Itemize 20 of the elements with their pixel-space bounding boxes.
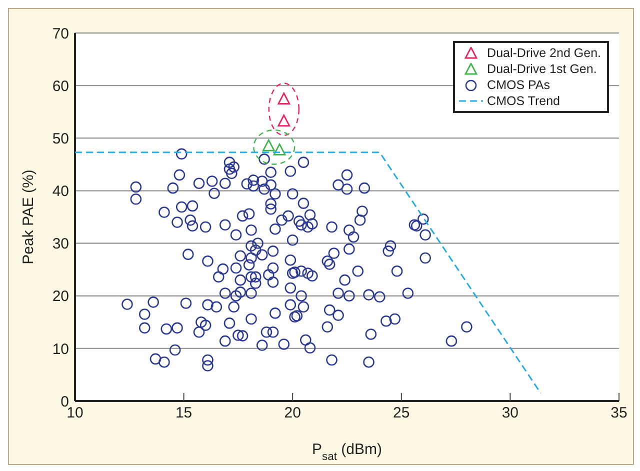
x-tick-label: 15	[175, 404, 192, 422]
x-tick-label: 25	[393, 404, 410, 422]
y-tick-label: 10	[52, 340, 69, 358]
x-tick-label: 35	[610, 404, 628, 422]
legend-label: CMOS Trend	[487, 93, 560, 109]
x-tick-label: 20	[284, 404, 301, 422]
y-tick-label: 60	[52, 78, 69, 95]
y-tick-label: 30	[52, 236, 69, 253]
y-tick-label: 50	[52, 130, 69, 148]
y-tick-label: 20	[52, 288, 69, 306]
y-tick-label: 40	[52, 183, 69, 200]
legend-label: Dual-Drive 2nd Gen.	[487, 45, 601, 61]
x-tick-label: 30	[502, 404, 519, 422]
legend-label: Dual-Drive 1st Gen.	[487, 61, 597, 77]
x-tick-label: 10	[66, 404, 84, 422]
y-axis-title: Peak PAE (%)	[20, 170, 37, 264]
legend-label: CMOS PAs	[487, 77, 550, 93]
y-tick-label: 0	[60, 393, 69, 410]
y-tick-label: 70	[52, 25, 69, 42]
x-axis-title: P$_{sat}$ (dBm)	[312, 441, 382, 463]
